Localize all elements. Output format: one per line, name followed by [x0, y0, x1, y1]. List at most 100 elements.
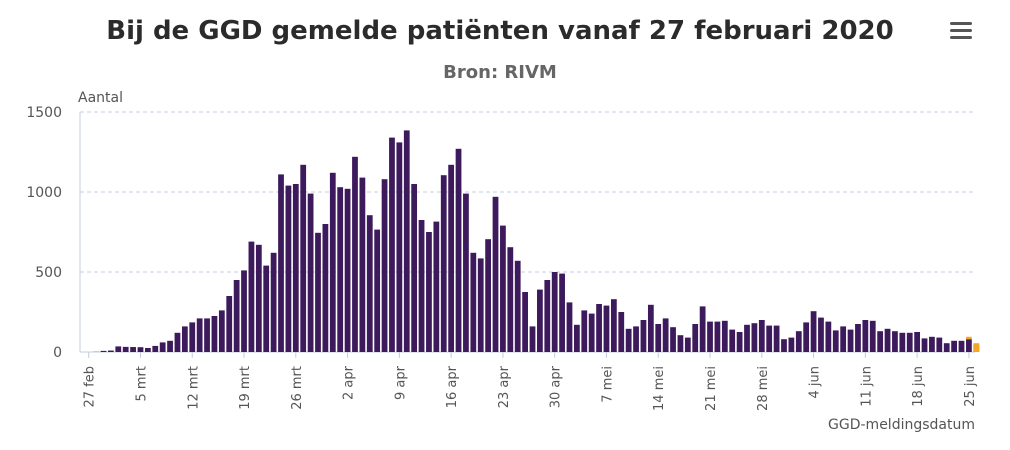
x-tick-label: 2 apr — [342, 365, 357, 400]
bar — [433, 221, 440, 352]
bar — [108, 350, 114, 352]
bar — [936, 337, 943, 352]
menu-line — [950, 29, 972, 32]
chart-subtitle: Bron: RIVM — [443, 62, 557, 83]
bar — [677, 335, 684, 352]
x-tick-label: 16 apr — [445, 365, 460, 408]
x-tick-label: 27 feb — [83, 366, 98, 408]
x-tick-label: 19 mrt — [238, 366, 253, 410]
bar — [707, 321, 713, 352]
bar — [241, 270, 247, 352]
bar — [618, 312, 625, 352]
bar — [670, 327, 676, 352]
bar — [337, 187, 344, 352]
bar — [218, 310, 225, 352]
bar — [366, 215, 373, 352]
bar — [485, 239, 492, 352]
bar — [929, 336, 935, 352]
y-axis-label: Aantal — [78, 90, 123, 106]
bar — [869, 320, 876, 352]
bar — [810, 311, 817, 352]
bar — [196, 318, 203, 352]
bar — [729, 329, 736, 352]
x-tick-label: 5 mrt — [134, 366, 149, 402]
bar — [477, 258, 484, 352]
menu-line — [950, 36, 972, 39]
bar — [426, 232, 432, 352]
bar — [411, 184, 418, 352]
x-tick-label: 12 mrt — [186, 366, 201, 410]
x-tick-label: 9 apr — [393, 365, 408, 400]
bar — [892, 331, 898, 352]
bar — [788, 337, 795, 352]
bar — [440, 175, 447, 352]
bar — [699, 306, 706, 352]
bar — [781, 339, 787, 352]
bar — [374, 229, 381, 352]
bar — [285, 185, 292, 352]
bar — [270, 252, 277, 352]
bar — [292, 184, 299, 352]
y-tick-label: 500 — [35, 265, 62, 281]
bar — [751, 323, 758, 352]
bar — [640, 320, 647, 352]
bar — [958, 340, 965, 352]
bar — [514, 260, 521, 352]
bar — [773, 325, 780, 352]
bar — [307, 193, 314, 352]
bar — [122, 346, 129, 352]
bar — [159, 342, 166, 352]
bar — [204, 318, 210, 352]
bar — [966, 339, 972, 352]
bar — [581, 310, 588, 352]
bar — [189, 322, 196, 352]
bar — [573, 324, 580, 352]
bar — [403, 130, 410, 352]
bar — [921, 338, 928, 352]
bar — [951, 340, 957, 352]
bar-provisional — [973, 343, 980, 352]
bar — [625, 328, 632, 352]
x-tick-label: 18 jun — [911, 366, 926, 407]
bar — [315, 232, 321, 352]
x-tick-label: 7 mei — [600, 366, 615, 403]
bar — [610, 299, 617, 352]
x-tick-label: 28 mei — [756, 366, 771, 411]
bar — [692, 324, 699, 352]
bar — [500, 225, 506, 352]
bar — [278, 174, 284, 352]
bar — [300, 164, 307, 352]
x-tick-label: 4 jun — [808, 366, 823, 399]
bar — [721, 320, 728, 352]
bar — [248, 241, 255, 352]
bar — [744, 324, 750, 352]
hamburger-menu-icon[interactable] — [944, 18, 978, 48]
x-tick-label: 23 apr — [497, 365, 512, 408]
bar — [263, 265, 270, 352]
bar — [884, 328, 891, 352]
bar — [448, 164, 455, 352]
bar — [137, 347, 144, 352]
bar — [825, 321, 832, 352]
bar — [329, 172, 336, 352]
bar — [463, 193, 469, 352]
bar — [233, 280, 240, 352]
menu-line — [950, 22, 972, 25]
bar — [115, 346, 122, 352]
bar — [603, 305, 610, 352]
bar — [736, 332, 743, 352]
bar — [803, 322, 810, 352]
chart-title: Bij de GGD gemelde patiënten vanaf 27 fe… — [106, 16, 894, 46]
bar — [152, 345, 159, 352]
bar — [758, 320, 765, 352]
bar — [766, 325, 773, 352]
x-tick-label: 30 apr — [549, 365, 564, 408]
x-tick-label: 11 jun — [859, 366, 874, 407]
bar — [633, 326, 639, 352]
bar — [855, 324, 861, 352]
bar — [684, 337, 691, 352]
bar — [914, 332, 921, 352]
bar — [899, 332, 906, 352]
x-tick-label: 25 jun — [963, 366, 978, 407]
